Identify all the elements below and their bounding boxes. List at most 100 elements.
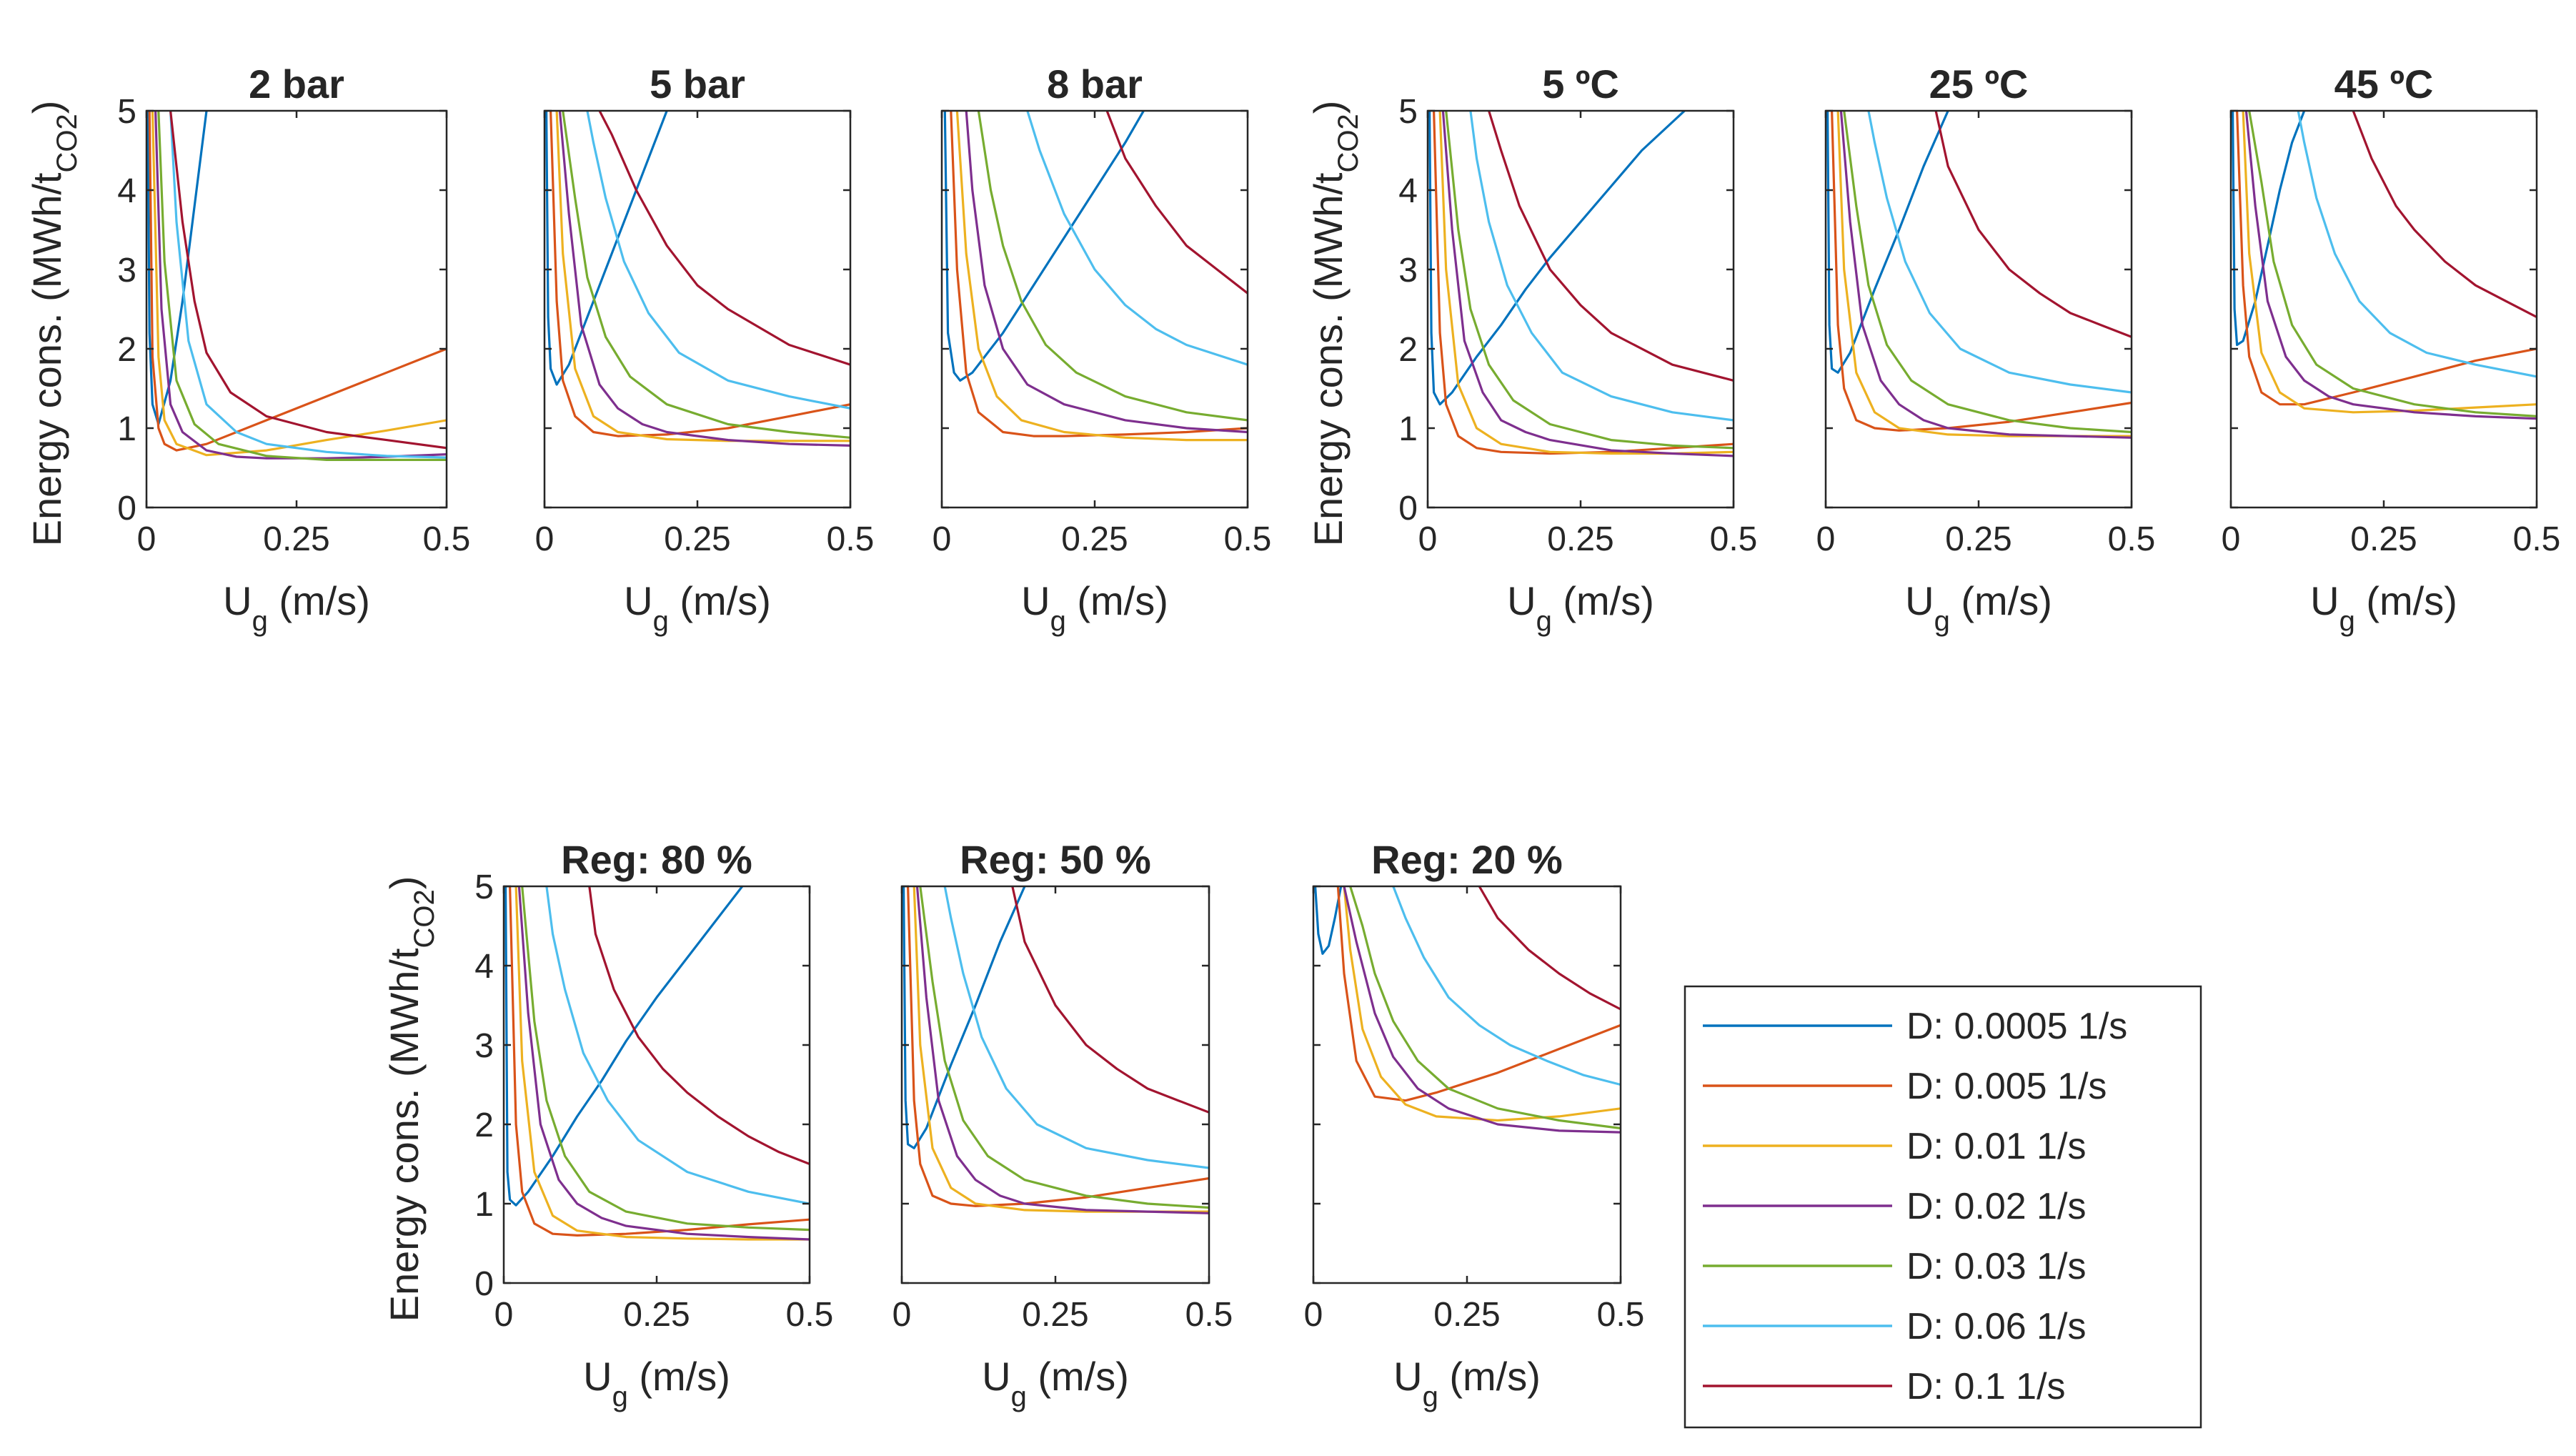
- y-tick-label: 4: [117, 172, 136, 210]
- y-tick-label: 3: [1398, 252, 1418, 289]
- chart-title: 5 ºC: [1542, 61, 1619, 107]
- chart-title: Reg: 50 %: [960, 837, 1151, 882]
- series-line-d-0-1-1-s: [1011, 886, 1209, 1114]
- series-line-d-0-03-1-s: [521, 886, 810, 1232]
- legend-item: D: 0.0005 1/s: [1703, 1006, 2127, 1047]
- series-line-d-0-06-1-s: [169, 111, 447, 459]
- series-line-d-0-01-1-s: [1343, 886, 1621, 1122]
- legend-label: D: 0.0005 1/s: [1906, 1006, 2127, 1047]
- series-line-d-0-0005-1-s: [146, 111, 208, 426]
- chart-title: 8 bar: [1047, 61, 1143, 107]
- x-tick-label: 0: [137, 520, 156, 558]
- series-line-d-0-1-1-s: [588, 886, 810, 1165]
- series-line-d-0-06-1-s: [1392, 886, 1621, 1086]
- series-line-d-0-06-1-s: [545, 886, 810, 1205]
- series-line-d-0-02-1-s: [1343, 886, 1621, 1134]
- series-line-d-0-06-1-s: [586, 111, 850, 410]
- legend-item: D: 0.1 1/s: [1703, 1366, 2066, 1407]
- y-tick-label: 2: [1398, 331, 1418, 369]
- x-tick-label: 0.25: [1547, 520, 1613, 558]
- series-line-d-0-03-1-s: [1445, 111, 1734, 450]
- chart-25-c: 0 0.25 0.5 25 ºC Ug (m/s): [1816, 61, 2156, 637]
- chart-title: Reg: 80 %: [561, 837, 752, 882]
- axes-box: [1312, 885, 1622, 1284]
- x-axis-label: Ug (m/s): [982, 1354, 1129, 1412]
- series-line-d-0-03-1-s: [977, 111, 1248, 422]
- x-tick-label: 0.25: [1945, 520, 2011, 558]
- x-tick-label: 0: [2222, 520, 2241, 558]
- series-line-d-0-005-1-s: [907, 886, 1209, 1207]
- series-line-d-0-0005-1-s: [1428, 111, 1686, 406]
- x-axis-label: Ug (m/s): [1905, 578, 2052, 637]
- series-line-d-0-1-1-s: [1488, 111, 1734, 382]
- series-line-d-0-03-1-s: [1349, 886, 1621, 1130]
- axes-box: [1824, 109, 2133, 509]
- series-line-d-0-02-1-s: [2244, 111, 2537, 420]
- y-tick-label: 4: [1398, 172, 1418, 210]
- chart-title: 5 bar: [650, 61, 745, 107]
- x-axis-label: Ug (m/s): [1393, 1354, 1541, 1412]
- x-tick-label: 0.25: [1061, 520, 1128, 558]
- x-tick-label: 0: [535, 520, 555, 558]
- y-tick-label: 0: [474, 1265, 494, 1303]
- axes-box: [2229, 109, 2538, 509]
- y-tick-label: 1: [117, 410, 136, 448]
- legend-item: D: 0.03 1/s: [1703, 1246, 2086, 1287]
- y-tick-label: 3: [117, 252, 136, 289]
- series-line-d-0-01-1-s: [955, 111, 1248, 442]
- legend: D: 0.0005 1/s D: 0.005 1/s D: 0.01 1/s D: 0…: [1684, 985, 2202, 1429]
- y-tick-label: 5: [474, 868, 494, 906]
- series-line-d-0-1-1-s: [169, 111, 447, 450]
- y-axis-label: Energy cons. (MWh/tCO2): [1306, 101, 1364, 547]
- series-line-d-0-06-1-s: [1867, 111, 2132, 394]
- x-tick-label: 0.25: [1022, 1296, 1088, 1334]
- x-tick-label: 0.5: [2108, 520, 2156, 558]
- series-line-d-0-1-1-s: [598, 111, 850, 366]
- legend-item: D: 0.01 1/s: [1703, 1126, 2086, 1167]
- series-line-d-0-01-1-s: [555, 111, 850, 442]
- x-tick-label: 0.5: [1710, 520, 1758, 558]
- series-line-d-0-03-1-s: [562, 111, 850, 439]
- series-line-d-0-02-1-s: [558, 111, 850, 447]
- y-tick-label: 4: [474, 948, 494, 986]
- legend-label: D: 0.01 1/s: [1906, 1126, 2086, 1167]
- legend-label: D: 0.005 1/s: [1906, 1066, 2107, 1107]
- x-tick-label: 0.5: [1597, 1296, 1645, 1334]
- series-line-d-0-02-1-s: [1441, 111, 1734, 457]
- chart-title: Reg: 20 %: [1371, 837, 1563, 882]
- x-tick-label: 0: [933, 520, 952, 558]
- series-line-d-0-02-1-s: [1839, 111, 2132, 439]
- y-tick-label: 0: [117, 490, 136, 528]
- y-tick-label: 5: [1398, 93, 1418, 131]
- chart-5-bar: 0 0.25 0.5 5 bar Ug (m/s): [535, 61, 875, 637]
- x-tick-label: 0: [1304, 1296, 1323, 1334]
- series-line-d-0-03-1-s: [2248, 111, 2537, 417]
- series-line-d-0-005-1-s: [509, 886, 810, 1237]
- chart-2-bar: 0 0.25 0.5 0 1 2 3 4 5 2 bar Ug (m/s) Energy cons. …: [24, 61, 470, 637]
- series-line-d-0-0005-1-s: [943, 111, 1145, 382]
- chart-title: 2 bar: [249, 61, 344, 107]
- series-line-d-0-02-1-s: [154, 111, 447, 460]
- series-line-d-0-005-1-s: [1433, 111, 1734, 455]
- y-tick-label: 3: [474, 1027, 494, 1065]
- x-tick-label: 0.25: [664, 520, 730, 558]
- chart-45-c: 0 0.25 0.5 45 ºC Ug (m/s): [2222, 61, 2561, 637]
- series-line-d-0-005-1-s: [549, 111, 850, 437]
- series-line-d-0-01-1-s: [514, 886, 810, 1241]
- x-tick-label: 0.5: [1185, 1296, 1233, 1334]
- series-line-d-0-0005-1-s: [1826, 111, 1949, 374]
- series-line-d-0-06-1-s: [943, 886, 1209, 1169]
- y-tick-label: 5: [117, 93, 136, 131]
- x-tick-label: 0.25: [623, 1296, 690, 1334]
- chart-5-c: 0 0.25 0.5 0 1 2 3 4 5 5 ºC Ug (m/s) Energy cons. (…: [1306, 61, 1757, 637]
- series-line-d-0-03-1-s: [919, 886, 1209, 1209]
- series-line-d-0-005-1-s: [950, 111, 1248, 437]
- axes-box: [900, 885, 1210, 1284]
- x-axis-label: Ug (m/s): [1507, 578, 1654, 637]
- x-tick-label: 0.25: [1433, 1296, 1500, 1334]
- x-tick-label: 0: [494, 1296, 514, 1334]
- legend-item: D: 0.005 1/s: [1703, 1066, 2107, 1107]
- series-line-d-0-005-1-s: [1831, 111, 2132, 432]
- x-tick-label: 0.25: [2350, 520, 2417, 558]
